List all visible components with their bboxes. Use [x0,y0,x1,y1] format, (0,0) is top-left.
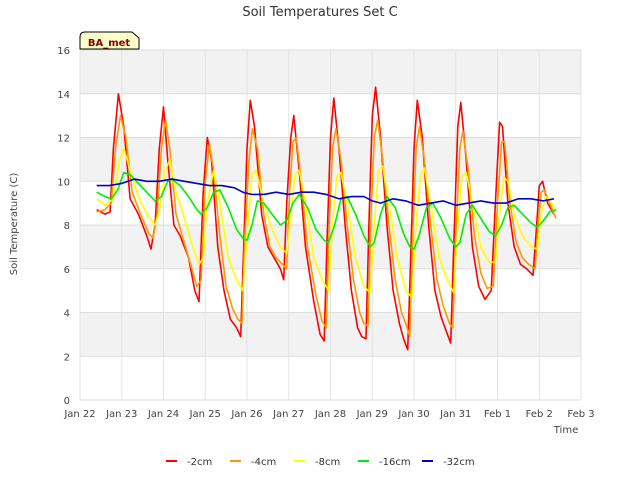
series-line--4cm [96,114,557,338]
y-tick-label: 16 [57,46,70,57]
site-badge: BA_met [79,31,140,50]
y-tick-label: 0 [64,396,70,407]
series-lines [96,86,557,351]
legend: -2cm -4cm -8cm -16cm -32cm [166,457,475,468]
y-axis-label: Soil Temperature (C) [9,173,20,276]
x-axis-ticks: Jan 22 Jan 23 Jan 24 Jan 25 Jan 26 Jan 27 Jan … [63,409,594,420]
x-tick-label: Jan 26 [230,409,262,420]
y-tick-label: 4 [64,309,70,320]
y-tick-label: 14 [57,90,70,101]
y-tick-label: 6 [64,265,70,276]
series-line--32cm [96,178,555,207]
x-tick-label: Feb 2 [526,409,553,420]
site-badge-shape [79,31,140,50]
series-line--8cm [96,147,557,298]
x-tick-label: Feb 1 [484,409,511,420]
x-axis-label: Time [553,425,578,436]
x-tick-label: Feb 3 [567,409,594,420]
y-tick-label: 2 [64,352,70,363]
y-tick-label: 10 [57,177,70,188]
y-tick-label: 8 [64,221,70,232]
legend-label--2cm: -2cm [187,457,212,468]
y-tick-label: 12 [57,134,70,145]
series-line--16cm [96,171,557,250]
x-tick-label: Jan 29 [356,409,388,420]
x-tick-label: Jan 28 [314,409,346,420]
x-tick-label: Jan 31 [439,409,471,420]
site-badge-label: BA_met [88,38,131,49]
legend-label--4cm: -4cm [251,457,276,468]
legend-label--32cm: -32cm [443,457,475,468]
y-axis-ticks: 0 2 4 6 8 10 12 14 16 [57,46,70,407]
x-tick-label: Jan 30 [397,409,429,420]
chart-title: Soil Temperatures Set C [242,5,397,20]
x-tick-label: Jan 27 [272,409,304,420]
x-tick-label: Jan 24 [147,409,179,420]
legend-label--16cm: -16cm [379,457,411,468]
x-tick-label: Jan 23 [105,409,137,420]
series-line--2cm [96,86,555,351]
x-tick-label: Jan 25 [189,409,221,420]
legend-label--8cm: -8cm [315,457,340,468]
x-tick-label: Jan 22 [63,409,95,420]
